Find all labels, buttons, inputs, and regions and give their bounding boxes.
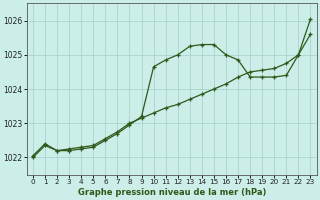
X-axis label: Graphe pression niveau de la mer (hPa): Graphe pression niveau de la mer (hPa) — [77, 188, 266, 197]
